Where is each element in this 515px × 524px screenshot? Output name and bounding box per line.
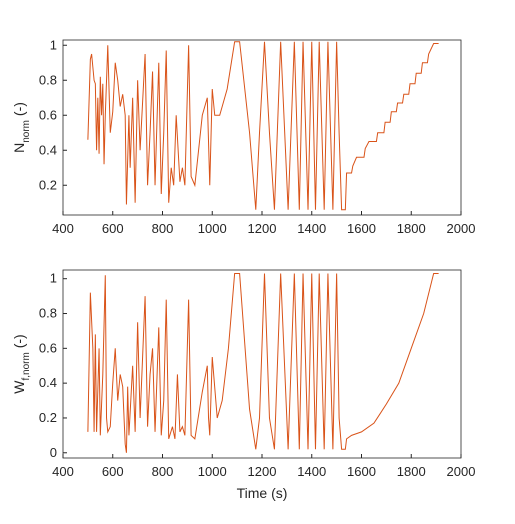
x-tick-label: 2000 [447,221,476,236]
y-tick-label: 0.4 [39,375,57,390]
y-label-sub: f,norm [21,352,32,380]
y-tick-label: 0 [50,445,57,460]
y-tick-label: 0.2 [39,177,57,192]
y-tick-label: 1 [50,271,57,286]
x-tick-label: 400 [52,464,74,479]
x-tick-label: 600 [102,221,124,236]
y-tick-label: 0.8 [39,72,57,87]
y-tick-label: 0.4 [39,142,57,157]
x-tick-label: 1000 [198,221,227,236]
y-label-sub: norm [21,120,32,143]
x-tick-label: 800 [152,464,174,479]
data-line [87,41,439,211]
subplot: 400 600 800 1000 1200 1400 1600 1800 2000 0 0.2 0.4… [11,269,476,501]
x-tick-label: 1200 [248,464,277,479]
y-tick-label: 0.8 [39,306,57,321]
axes-box [62,269,462,459]
data-line [87,272,439,453]
subplot: 400 600 800 1000 1200 1400 1600 1800 2000 0.2 0.4 0… [11,37,475,236]
x-tick-label: 1600 [347,221,376,236]
x-tick-label: 600 [102,464,124,479]
axes-box [62,39,462,216]
x-tick-label: 800 [152,221,174,236]
y-tick-label: 1 [50,37,57,52]
x-tick-label: 1400 [297,221,326,236]
x-tick-label: 1400 [297,464,326,479]
y-axis-label: Wf,norm (-) [11,334,32,393]
y-axis-label: Nnorm (-) [11,102,32,153]
y-label-main: W [11,380,27,394]
y-tick-label: 0.6 [39,340,57,355]
y-tick-label: 0.2 [39,410,57,425]
y-tick-label: 0.6 [39,107,57,122]
x-tick-label: 1000 [198,464,227,479]
y-label-suffix: (-) [11,334,27,352]
x-tick-label: 1800 [397,221,426,236]
y-label-suffix: (-) [11,102,27,120]
x-tick-label: 1200 [248,221,277,236]
y-label-main: N [11,143,27,153]
x-tick-label: 1600 [347,464,376,479]
x-tick-label: 1800 [397,464,426,479]
x-tick-label: 2000 [447,464,476,479]
x-axis-label: Time (s) [237,485,288,501]
x-tick-label: 400 [52,221,74,236]
